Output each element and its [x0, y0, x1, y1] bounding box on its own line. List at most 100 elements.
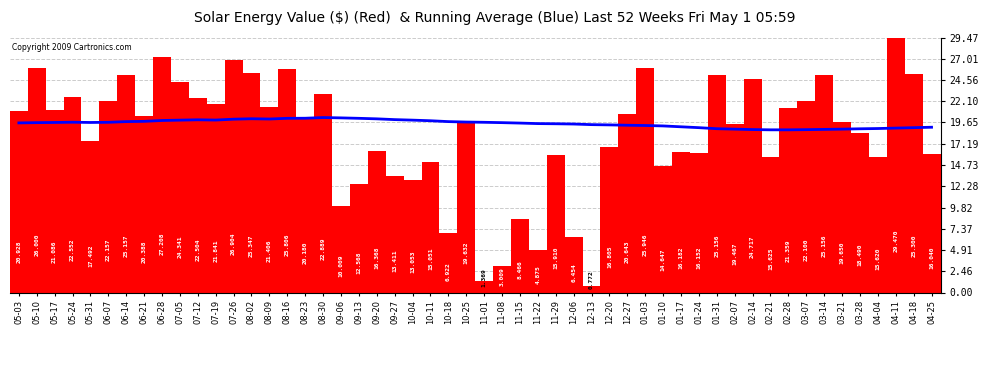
Bar [243, 73, 260, 292]
Text: 13.411: 13.411 [392, 250, 397, 273]
Text: 29.470: 29.470 [893, 229, 898, 252]
Text: 0.772: 0.772 [589, 270, 594, 289]
Bar [637, 68, 654, 292]
Text: 15.620: 15.620 [875, 247, 880, 270]
Bar [475, 280, 493, 292]
Text: 25.806: 25.806 [285, 234, 290, 256]
Bar [601, 147, 619, 292]
Text: 20.643: 20.643 [625, 241, 630, 263]
Bar [225, 60, 243, 292]
Bar [672, 153, 690, 292]
Bar [708, 75, 726, 292]
Text: 26.904: 26.904 [231, 232, 236, 255]
Bar [314, 94, 332, 292]
Text: 21.841: 21.841 [213, 239, 218, 261]
Bar [529, 251, 546, 292]
Bar [81, 141, 99, 292]
Bar [46, 110, 63, 292]
Text: 4.875: 4.875 [536, 265, 541, 284]
Text: 1.369: 1.369 [482, 268, 487, 286]
Text: 12.568: 12.568 [356, 251, 361, 274]
Text: 15.051: 15.051 [428, 248, 433, 270]
Text: 3.009: 3.009 [500, 267, 505, 286]
Text: 15.910: 15.910 [553, 247, 558, 269]
Bar [905, 74, 923, 292]
Bar [28, 68, 46, 292]
Text: 14.647: 14.647 [660, 248, 665, 271]
Bar [117, 75, 136, 292]
Bar [923, 154, 940, 292]
Text: 25.946: 25.946 [643, 234, 647, 256]
Bar [869, 158, 887, 292]
Bar [690, 153, 708, 292]
Text: 20.928: 20.928 [17, 240, 22, 263]
Bar [654, 166, 672, 292]
Text: 22.889: 22.889 [321, 238, 326, 260]
Bar [404, 180, 422, 292]
Text: 17.492: 17.492 [88, 245, 93, 267]
Text: 16.040: 16.040 [929, 247, 934, 269]
Text: Solar Energy Value ($) (Red)  & Running Average (Blue) Last 52 Weeks Fri May 1 0: Solar Energy Value ($) (Red) & Running A… [194, 11, 796, 25]
Bar [564, 237, 582, 292]
Text: 26.000: 26.000 [35, 234, 40, 256]
Text: 22.552: 22.552 [70, 238, 75, 261]
Bar [761, 157, 779, 292]
Bar [619, 114, 637, 292]
Text: 22.157: 22.157 [106, 238, 111, 261]
Bar [887, 38, 905, 292]
Text: Copyright 2009 Cartronics.com: Copyright 2009 Cartronics.com [12, 43, 132, 52]
Bar [260, 107, 278, 292]
Text: 13.053: 13.053 [410, 251, 415, 273]
Bar [851, 132, 869, 292]
Bar [171, 82, 189, 292]
Bar [815, 75, 834, 292]
Text: 8.466: 8.466 [518, 260, 523, 279]
Text: 21.359: 21.359 [786, 240, 791, 262]
Text: 27.208: 27.208 [159, 232, 164, 255]
Text: 6.922: 6.922 [446, 262, 450, 281]
Bar [349, 184, 368, 292]
Bar [779, 108, 797, 292]
Text: 16.805: 16.805 [607, 246, 612, 268]
Text: 25.347: 25.347 [249, 234, 254, 257]
Text: 21.406: 21.406 [267, 240, 272, 262]
Bar [440, 232, 457, 292]
Bar [153, 57, 171, 292]
Bar [457, 123, 475, 292]
Text: 16.152: 16.152 [696, 246, 701, 269]
Bar [726, 124, 743, 292]
Bar [99, 101, 117, 292]
Bar [797, 101, 815, 292]
Text: 25.157: 25.157 [124, 235, 129, 257]
Text: 22.100: 22.100 [804, 239, 809, 261]
Text: 20.388: 20.388 [142, 241, 147, 264]
Bar [511, 219, 529, 292]
Bar [136, 116, 153, 292]
Bar [296, 118, 314, 292]
Bar [207, 104, 225, 292]
Bar [493, 267, 511, 292]
Text: 18.490: 18.490 [857, 243, 862, 266]
Text: 19.467: 19.467 [733, 242, 738, 265]
Text: 6.454: 6.454 [571, 263, 576, 282]
Text: 25.156: 25.156 [822, 235, 827, 257]
Text: 22.504: 22.504 [195, 238, 200, 261]
Bar [422, 162, 440, 292]
Text: 25.156: 25.156 [715, 235, 720, 257]
Text: 21.086: 21.086 [52, 240, 57, 262]
Bar [582, 286, 601, 292]
Bar [546, 155, 564, 292]
Text: 10.009: 10.009 [339, 254, 344, 277]
Bar [63, 98, 81, 292]
Bar [743, 79, 761, 292]
Bar [834, 123, 851, 292]
Text: 25.300: 25.300 [911, 235, 916, 257]
Bar [10, 111, 28, 292]
Bar [189, 98, 207, 292]
Text: 24.717: 24.717 [750, 236, 755, 258]
Bar [332, 206, 349, 292]
Text: 16.368: 16.368 [374, 246, 379, 268]
Bar [368, 151, 386, 292]
Bar [386, 177, 404, 292]
Text: 24.341: 24.341 [177, 236, 182, 258]
